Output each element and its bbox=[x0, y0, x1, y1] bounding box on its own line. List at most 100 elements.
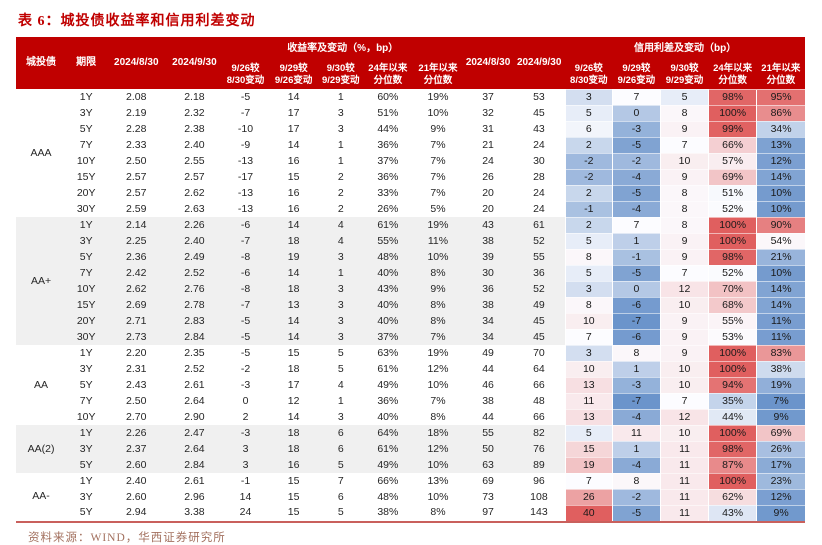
table-cell: 1 bbox=[611, 232, 661, 249]
table-cell: 1 bbox=[337, 394, 344, 407]
table-cell: 14 bbox=[287, 410, 300, 423]
table-cell: 8 bbox=[564, 248, 613, 265]
table-cell: 36 bbox=[463, 281, 514, 297]
table-cell: 2.52 bbox=[184, 362, 205, 375]
tenor-cell: 5Y bbox=[79, 122, 93, 135]
table-cell: 99% bbox=[708, 120, 757, 137]
table-cell: 9% bbox=[430, 122, 446, 135]
table-cell: 19% bbox=[756, 376, 805, 393]
table-cell: 3 bbox=[222, 441, 269, 457]
table-cell: 52% bbox=[708, 200, 757, 217]
table-cell: 44% bbox=[708, 408, 757, 425]
table-row: 5Y 2.43 2.61 -3 17 4 49% 10% 46 66 13 -3 10 94% 19% bbox=[16, 376, 805, 393]
table-cell: 5 bbox=[564, 104, 613, 121]
table-cell: 55% bbox=[708, 312, 757, 329]
rating-cell: AA(2) bbox=[16, 425, 67, 473]
table-cell: 45 bbox=[533, 106, 545, 119]
table-cell: 34 bbox=[463, 329, 514, 345]
table-cell: 13 bbox=[564, 376, 613, 393]
table-cell: 64 bbox=[533, 362, 545, 375]
table-cell: 11% bbox=[756, 328, 805, 345]
tenor-cell: 3Y bbox=[79, 362, 93, 375]
rating-cell: AAA bbox=[30, 146, 52, 159]
table-cell: 14% bbox=[756, 168, 805, 185]
table-cell: 2.14 bbox=[106, 217, 167, 233]
table-cell: 26% bbox=[756, 440, 805, 457]
table-cell: 98% bbox=[708, 88, 757, 105]
table-cell: 2.55 bbox=[184, 154, 205, 167]
table-cell: 40% bbox=[377, 410, 399, 423]
table-cell: 10% bbox=[412, 249, 464, 265]
table-cell: 8 bbox=[611, 472, 661, 489]
table-cell: 14 bbox=[239, 490, 252, 503]
tenor-cell: 1Y bbox=[66, 217, 107, 233]
table-cell: 10% bbox=[412, 457, 464, 473]
table-cell: 2.18 bbox=[184, 90, 205, 103]
table-header: 城投债 期限 2024/8/30 2024/9/30 收益率及变动（%，bp） … bbox=[16, 37, 805, 89]
table-cell: 60% bbox=[377, 90, 399, 103]
table-cell: 13 bbox=[268, 297, 319, 313]
table-cell: -5 bbox=[611, 136, 661, 153]
table-cell: 10% bbox=[756, 200, 805, 217]
table-cell: 54% bbox=[756, 232, 805, 249]
table-cell: 2.25 bbox=[106, 233, 167, 249]
table-cell: 5 bbox=[659, 88, 709, 105]
table-cell: 2.19 bbox=[126, 106, 147, 119]
table-cell: -4 bbox=[611, 168, 661, 185]
table-cell: 12% bbox=[756, 152, 805, 169]
col-header-rating: 城投债 bbox=[16, 37, 67, 89]
table-cell: 2.36 bbox=[106, 249, 167, 265]
table-cell: 100% bbox=[708, 216, 757, 233]
table-cell: 13 bbox=[564, 408, 613, 425]
table-row: 3Y 2.31 2.52 -2 18 5 61% 12% 44 64 10 1 10 100% 38% bbox=[16, 360, 805, 377]
bond-yield-spread-table: 城投债 期限 2024/8/30 2024/9/30 收益率及变动（%，bp） … bbox=[16, 37, 805, 523]
table-cell: 2.32 bbox=[184, 106, 205, 119]
table-cell: 7% bbox=[412, 329, 464, 345]
table-cell: 24 bbox=[239, 506, 252, 519]
table-cell: 2.26 bbox=[106, 425, 167, 441]
table-cell: -5 bbox=[611, 264, 661, 281]
col-header-yield-sub-1: 9/29较 9/26变动 bbox=[268, 61, 319, 89]
table-cell: 2.59 bbox=[126, 202, 147, 215]
table-cell: -4 bbox=[611, 408, 661, 425]
table-cell: -5 bbox=[222, 313, 269, 329]
table-cell: 2.83 bbox=[166, 313, 223, 329]
table-cell: 12% bbox=[427, 362, 449, 375]
table-cell: 2.57 bbox=[126, 186, 147, 199]
table-row: 20Y 2.71 2.83 -5 14 3 40% 8% 34 45 10 -7 9 55% 11% bbox=[16, 312, 805, 329]
tenor-cell: 1Y bbox=[79, 90, 93, 103]
table-cell: -5 bbox=[240, 90, 251, 103]
table-cell: 2.50 bbox=[126, 394, 147, 407]
table-cell: 3 bbox=[318, 329, 363, 345]
table-cell: 2.96 bbox=[184, 490, 205, 503]
table-cell: 7 bbox=[659, 392, 709, 409]
col-header-spread-sub-2: 9/30较 9/29变动 bbox=[660, 61, 709, 89]
table-cell: 17 bbox=[287, 122, 300, 135]
table-cell: 82 bbox=[513, 425, 566, 441]
table-cell: -7 bbox=[222, 233, 269, 249]
table-cell: 100% bbox=[708, 360, 757, 377]
tenor-cell: 5Y bbox=[79, 378, 93, 391]
table-cell: 2 bbox=[564, 216, 613, 233]
table-cell: 18 bbox=[287, 362, 300, 375]
table-cell: -2 bbox=[564, 168, 613, 185]
table-cell: 100% bbox=[708, 424, 757, 441]
table-cell: 98% bbox=[708, 440, 757, 457]
table-cell: 15 bbox=[287, 506, 300, 519]
table-cell: 24 bbox=[533, 138, 545, 151]
table-row: 3Y 2.25 2.40 -7 18 4 55% 11% 38 52 5 1 9 100% 54% bbox=[16, 232, 805, 249]
table-cell: 48% bbox=[362, 249, 413, 265]
table-cell: -13 bbox=[237, 202, 254, 215]
table-cell: 2.52 bbox=[166, 265, 223, 281]
table-cell: -6 bbox=[222, 217, 269, 233]
table-cell: 7 bbox=[659, 264, 709, 281]
table-cell: 36% bbox=[377, 394, 399, 407]
table-cell: 2 bbox=[337, 202, 344, 215]
table-cell: 61% bbox=[362, 217, 413, 233]
col-header-yield-date-curr: 2024/9/30 bbox=[166, 37, 223, 89]
table-cell: 40% bbox=[362, 265, 413, 281]
table-cell: 2.57 bbox=[126, 170, 147, 183]
table-cell: -3 bbox=[611, 376, 661, 393]
table-cell: 2.62 bbox=[106, 281, 167, 297]
tenor-cell: 30Y bbox=[66, 329, 107, 345]
